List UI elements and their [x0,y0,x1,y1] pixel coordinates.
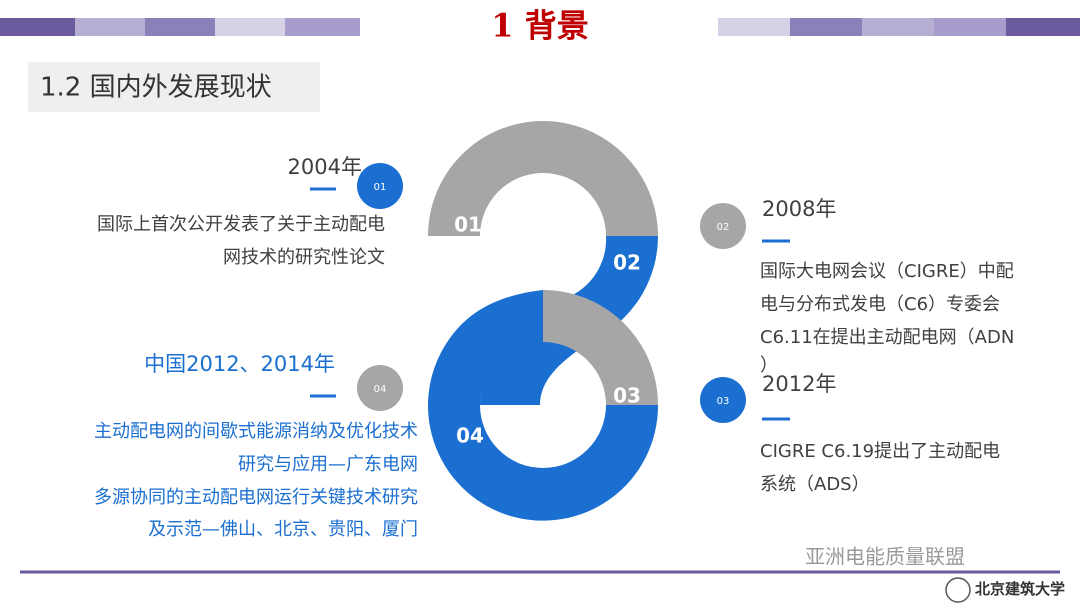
footer-logo: 北京建筑大学 [975,580,1065,598]
figure-label: 02 [613,251,641,275]
section-box [28,62,320,112]
badge-label: 04 [374,384,387,395]
item-year: 2008年 [762,197,836,221]
figure-label: 01 [454,213,482,237]
section-title: 1.2 国内外发展现状 [40,73,272,103]
item-line: 国际大电网会议（CIGRE）中配 [760,261,1014,282]
badge [700,203,746,249]
item-line: 电与分布式发电（C6）专委会 [760,294,1000,315]
item-line: 及示范—佛山、北京、贵阳、厦门 [148,519,418,540]
figure-eight [428,121,659,521]
footer-watermark: 亚洲电能质量联盟 [805,545,965,569]
figure-label: 04 [456,424,484,448]
item-line: 系统（ADS） [760,474,870,495]
item-line: 网技术的研究性论文 [223,247,385,268]
badge [357,163,403,209]
item-year: 2004年 [288,155,362,179]
badge-label: 02 [717,222,730,233]
badge [700,377,746,423]
item-line: CIGRE C6.19提出了主动配电 [760,441,1000,462]
item-line: 研究与应用—广东电网 [238,454,418,475]
item-year: 中国2012、2014年 [144,352,335,376]
figure-label: 03 [613,384,641,408]
item-line: 主动配电网的间歇式能源消纳及优化技术 [94,421,418,442]
badge-label: 01 [374,182,387,193]
item-year: 2012年 [762,372,836,396]
header-bars [0,18,1080,36]
badge [357,365,403,411]
item-line: 多源协同的主动配电网运行关键技术研究 [94,487,418,508]
item-line: C6.11在提出主动配电网（ADN [760,327,1014,348]
item-line: ） [760,355,778,376]
logo-emblem [945,577,971,603]
item-line: 国际上首次公开发表了关于主动配电 [97,214,385,235]
badge-label: 03 [717,396,730,407]
slide-title: 1 背景 [491,7,588,45]
